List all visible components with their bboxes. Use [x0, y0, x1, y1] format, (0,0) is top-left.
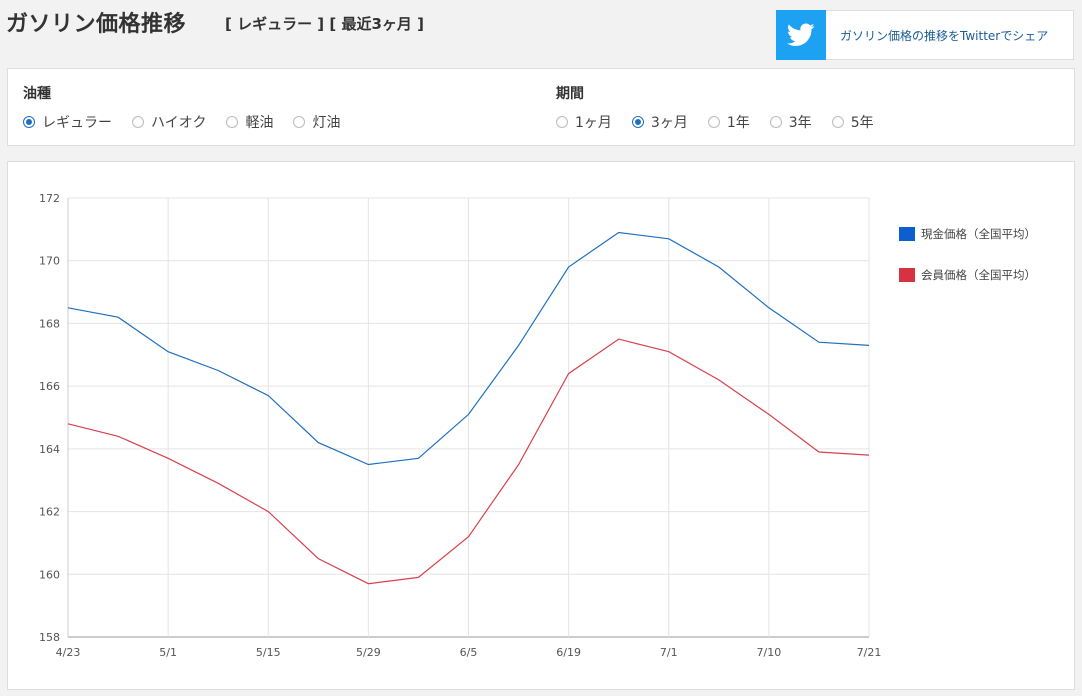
period-option-3months[interactable]: 3ヶ月 [631, 112, 688, 132]
x-tick-label: 7/1 [660, 646, 678, 659]
legend-swatch-0 [899, 227, 915, 241]
x-tick-label: 4/23 [56, 646, 81, 659]
fuel-type-options: レギュラー ハイオク 軽油 灯油 [23, 112, 360, 132]
period-option-5years[interactable]: 5年 [831, 112, 874, 132]
x-tick-label: 6/19 [556, 646, 581, 659]
legend-label-0: 現金価格（全国平均） [921, 227, 1036, 241]
x-tick-label: 5/15 [256, 646, 281, 659]
legend-swatch-1 [899, 268, 915, 282]
radio-label: 軽油 [245, 115, 274, 131]
y-tick-label: 162 [39, 506, 60, 519]
radio-label: 1年 [726, 115, 750, 131]
price-line-chart: 158 160 162 164 166 168 170 172 4/23 5/1 5/15 5/29 6… [39, 192, 1036, 659]
radio-label: 灯油 [312, 115, 341, 131]
radio-label: 3ヶ月 [650, 115, 688, 131]
page-subtitle: [ レギュラー ] [ 最近3ヶ月 ] [225, 15, 424, 33]
fuel-option-kerosene[interactable]: 灯油 [293, 112, 340, 132]
x-tick-label: 7/21 [857, 646, 882, 659]
radio-button[interactable] [226, 116, 239, 128]
y-tick-label: 166 [39, 380, 60, 393]
series-line-1 [67, 338, 870, 585]
period-options: 1ヶ月 3ヶ月 1年 3年 5年 [556, 112, 894, 132]
x-tick-label: 6/5 [460, 646, 478, 659]
radio-button[interactable] [769, 116, 782, 128]
radio-label: レギュラー [42, 115, 112, 131]
radio-label: 5年 [850, 115, 874, 131]
y-tick-label: 160 [39, 568, 60, 581]
period-title: 期間 [556, 86, 584, 102]
x-tick-label: 5/1 [159, 646, 177, 659]
chart-panel: 158 160 162 164 166 168 170 172 4/23 5/1 5/15 5/29 6… [7, 161, 1075, 690]
fuel-option-highoctane[interactable]: ハイオク [132, 112, 206, 132]
x-tick-label: 7/10 [757, 646, 782, 659]
radio-button[interactable] [293, 116, 306, 128]
period-option-3years[interactable]: 3年 [769, 112, 812, 132]
fuel-type-title: 油種 [23, 86, 51, 102]
legend-label-1: 会員価格（全国平均） [921, 268, 1036, 282]
radio-button[interactable] [831, 116, 844, 128]
radio-button[interactable] [132, 116, 144, 128]
x-tick-label: 5/29 [356, 646, 381, 659]
period-option-1month[interactable]: 1ヶ月 [556, 112, 612, 132]
radio-button[interactable] [707, 116, 720, 128]
y-tick-label: 168 [39, 317, 60, 330]
radio-button[interactable] [556, 116, 568, 128]
fuel-option-regular[interactable]: レギュラー [23, 112, 112, 132]
radio-button[interactable] [23, 116, 35, 128]
period-option-1year[interactable]: 1年 [707, 112, 750, 132]
radio-label: 3年 [788, 115, 812, 131]
twitter-share-button[interactable]: ガソリン価格の推移をTwitterでシェア [776, 9, 1074, 60]
twitter-bird-icon [787, 22, 815, 46]
share-label: ガソリン価格の推移をTwitterでシェア [840, 28, 1049, 43]
filter-panel: 油種 レギュラー ハイオク 軽油 灯油 期間 1ヶ月 3ヶ月 1年 3年 5年 [7, 68, 1075, 146]
y-tick-label: 158 [39, 631, 60, 644]
page-title: ガソリン価格推移 [6, 12, 187, 37]
radio-button[interactable] [631, 116, 644, 128]
y-tick-label: 164 [39, 443, 60, 456]
radio-label: ハイオク [151, 115, 207, 131]
twitter-icon-container [776, 9, 826, 60]
y-tick-label: 170 [39, 255, 60, 268]
fuel-option-diesel[interactable]: 軽油 [226, 112, 273, 132]
radio-label: 1ヶ月 [575, 115, 612, 131]
series-line-0 [67, 231, 870, 466]
y-tick-label: 172 [39, 192, 60, 205]
